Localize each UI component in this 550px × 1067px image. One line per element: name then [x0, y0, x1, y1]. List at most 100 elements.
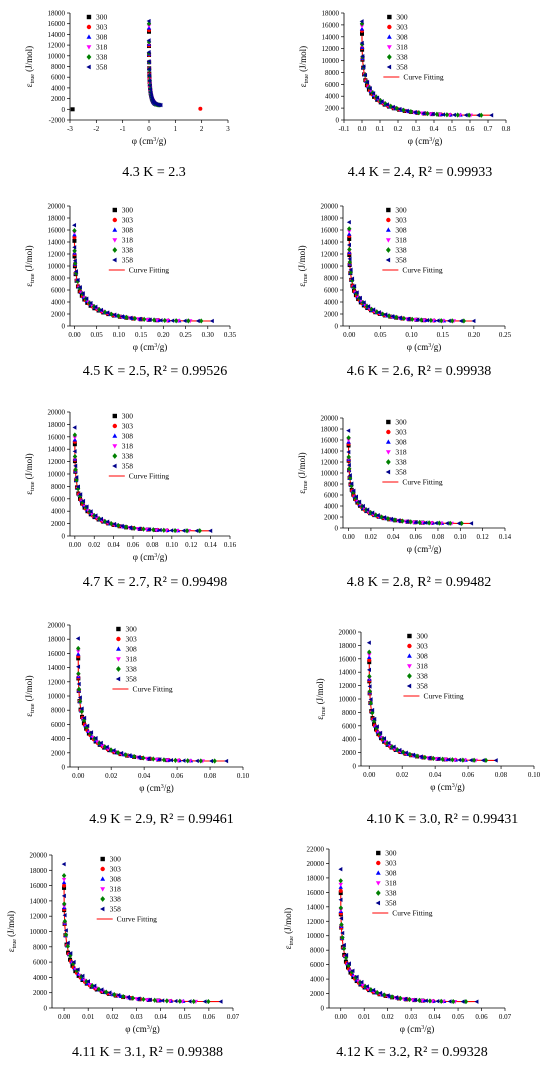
x-axis-label: φ (cm3/g)	[125, 1024, 159, 1034]
x-tick-label: 0.08	[146, 541, 159, 549]
x-tick-label: 0.10	[237, 772, 250, 780]
x-tick-label: 0.10	[528, 771, 541, 779]
data-point	[361, 64, 366, 69]
data-point	[154, 757, 159, 762]
series-338	[76, 645, 217, 764]
x-tick-label: 0.04	[138, 772, 151, 780]
series-300	[367, 660, 448, 762]
data-point	[74, 475, 79, 480]
legend-marker	[385, 459, 391, 465]
data-point	[423, 998, 428, 1003]
data-point	[62, 913, 67, 918]
y-tick-label: 12000	[339, 682, 357, 690]
data-point	[347, 475, 353, 481]
data-point	[119, 750, 124, 756]
y-tick-label: 14000	[48, 664, 66, 672]
series-338	[338, 878, 469, 1005]
data-point	[394, 314, 399, 320]
data-point	[72, 223, 77, 228]
y-tick-label: 10000	[48, 693, 66, 701]
data-point	[147, 78, 152, 84]
data-point	[141, 526, 146, 532]
y-tick-label: 16000	[321, 227, 339, 235]
data-point	[450, 757, 455, 763]
data-point	[451, 112, 456, 118]
data-point	[439, 318, 444, 324]
legend-label: 303	[396, 23, 408, 32]
data-point	[460, 757, 466, 763]
data-point	[132, 315, 138, 322]
y-tick-label: 10000	[30, 928, 48, 936]
legend-marker	[86, 54, 92, 60]
data-point	[98, 307, 103, 313]
legend-marker	[386, 429, 391, 435]
legend-marker	[387, 14, 392, 20]
legend-label: 318	[396, 43, 408, 52]
legend-label: 338	[385, 889, 397, 898]
legend-label: 300	[396, 13, 408, 22]
legend-marker	[100, 856, 105, 862]
y-tick-label: 0	[44, 1005, 48, 1013]
data-point	[396, 518, 401, 523]
legend-label: 300	[416, 632, 428, 641]
legend-marker	[385, 238, 391, 243]
legend-marker	[375, 870, 381, 875]
data-point	[390, 104, 395, 110]
data-point	[413, 519, 418, 525]
x-tick-label: 0.8	[502, 125, 511, 133]
legend-label: 338	[122, 246, 134, 255]
data-point	[401, 107, 406, 113]
data-point	[157, 757, 162, 762]
data-point	[450, 318, 455, 324]
y-tick-label: 10000	[48, 52, 66, 60]
legend-label: 303	[395, 216, 407, 225]
y-tick-label: 12000	[48, 251, 66, 259]
data-point	[380, 311, 385, 317]
y-tick-label: -2000	[49, 117, 66, 125]
data-point	[181, 528, 186, 533]
y-tick-label: 8000	[51, 275, 66, 283]
x-axis-label: φ (cm3/g)	[133, 552, 167, 562]
y-tick-label: 16000	[30, 882, 48, 890]
legend-label: 303	[96, 23, 108, 32]
x-tick-label: 0.02	[88, 541, 101, 549]
y-tick-label: 4000	[342, 736, 357, 744]
legend-fit-label: Curve Fitting	[402, 478, 442, 487]
legend-label: 358	[96, 63, 108, 72]
chart-panel-9: 0.00 0.01 0.02 0.03 0.04 0.05 0.06 0.07 0 2000 400…	[6, 852, 240, 1061]
y-tick-label: 14000	[30, 897, 48, 905]
data-point	[82, 715, 87, 721]
x-tick-label: 0.1	[376, 125, 385, 133]
chart-caption: 4.7 K = 2.7, R² = 0.99498	[83, 575, 227, 590]
data-point	[360, 31, 364, 36]
data-point	[148, 90, 153, 95]
data-point	[461, 318, 467, 324]
data-point	[370, 710, 375, 716]
legend-marker	[112, 238, 118, 243]
legend-marker	[116, 666, 121, 672]
legend-marker	[112, 413, 117, 419]
data-point	[76, 973, 81, 978]
data-point	[94, 516, 100, 521]
chart-caption: 4.3 K = 2.3	[122, 165, 186, 180]
data-point	[96, 986, 102, 992]
data-point	[347, 237, 352, 241]
data-point	[479, 112, 484, 118]
series-318	[61, 877, 199, 1004]
y-tick-label: 18000	[321, 215, 339, 223]
y-tick-label: 20000	[307, 860, 325, 868]
chart-caption: 4.5 K = 2.5, R² = 0.99526	[83, 364, 227, 379]
data-point	[418, 754, 423, 759]
series-358	[359, 19, 494, 118]
data-point	[371, 91, 376, 96]
data-point	[367, 673, 372, 680]
data-point	[92, 983, 97, 988]
legend-label: 308	[122, 432, 134, 441]
data-point	[346, 242, 351, 248]
data-point	[359, 24, 365, 29]
x-tick-label: 0.06	[409, 533, 422, 541]
data-point	[109, 311, 114, 317]
data-point	[440, 756, 445, 762]
legend-label: 303	[395, 428, 407, 437]
